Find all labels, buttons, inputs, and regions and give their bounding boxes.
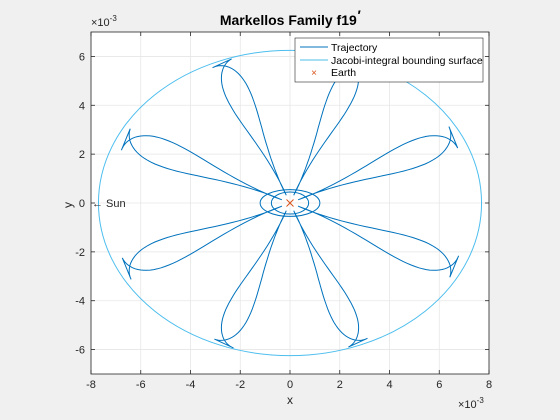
y-tick-label: 0: [79, 198, 85, 210]
y-tick-label: 2: [79, 149, 85, 161]
chart-title: Markellos Family f19′: [220, 7, 361, 28]
x-tick-label: 8: [486, 379, 492, 391]
earth-marker-stroke: [286, 199, 294, 207]
legend-trajectory: Trajectory: [331, 42, 378, 54]
trajectory-lobe: [293, 210, 368, 348]
bounding-surface-layer: [97, 49, 483, 357]
y-tick-label: 4: [79, 100, 85, 112]
x-tick-label: -6: [136, 379, 146, 391]
legend-earth-marker: ×: [311, 68, 317, 79]
trajectory-inner-loop: [270, 191, 310, 215]
trajectory-lobe: [121, 205, 283, 280]
trajectory-lobe: [297, 205, 460, 278]
x-tick-label: -2: [235, 379, 245, 391]
y-axis-label: y: [61, 202, 75, 208]
trajectory-lobe: [212, 58, 287, 196]
trajectory-lobe: [214, 210, 287, 349]
x-exponent-label: ×10-3: [458, 396, 484, 411]
earth-layer: [286, 199, 294, 207]
legend: Trajectory Jacobi-integral bounding surf…: [294, 37, 484, 83]
trajectory-lobe: [297, 126, 459, 201]
x-tick-label: -4: [186, 379, 196, 391]
y-tick-label: -2: [75, 247, 85, 259]
x-axis-label: x: [287, 393, 293, 407]
legend-bounding-surface: Jacobi-integral bounding surface: [331, 55, 483, 67]
x-tick-label: 2: [337, 379, 343, 391]
y-exponent-label: ×10-3: [91, 14, 117, 29]
tick-layer: -8 -6 -4 -2 0 2 4 6 8 -6 -4 -2 0 2 4 6: [75, 32, 492, 391]
x-tick-label: -8: [86, 379, 96, 391]
x-tick-label: 0: [287, 379, 293, 391]
legend-earth: Earth: [331, 67, 356, 79]
bounding-surface-ellipse: [97, 49, 483, 357]
y-tick-label: 6: [79, 51, 85, 63]
sun-annotation: ← Sun: [92, 198, 126, 210]
x-tick-label: 6: [436, 379, 442, 391]
trajectory-inner-loop: [259, 189, 321, 217]
y-tick-label: -4: [75, 296, 85, 308]
x-tick-label: 4: [386, 379, 392, 391]
trajectory-lobe: [120, 128, 283, 201]
y-tick-label: -6: [75, 345, 85, 357]
